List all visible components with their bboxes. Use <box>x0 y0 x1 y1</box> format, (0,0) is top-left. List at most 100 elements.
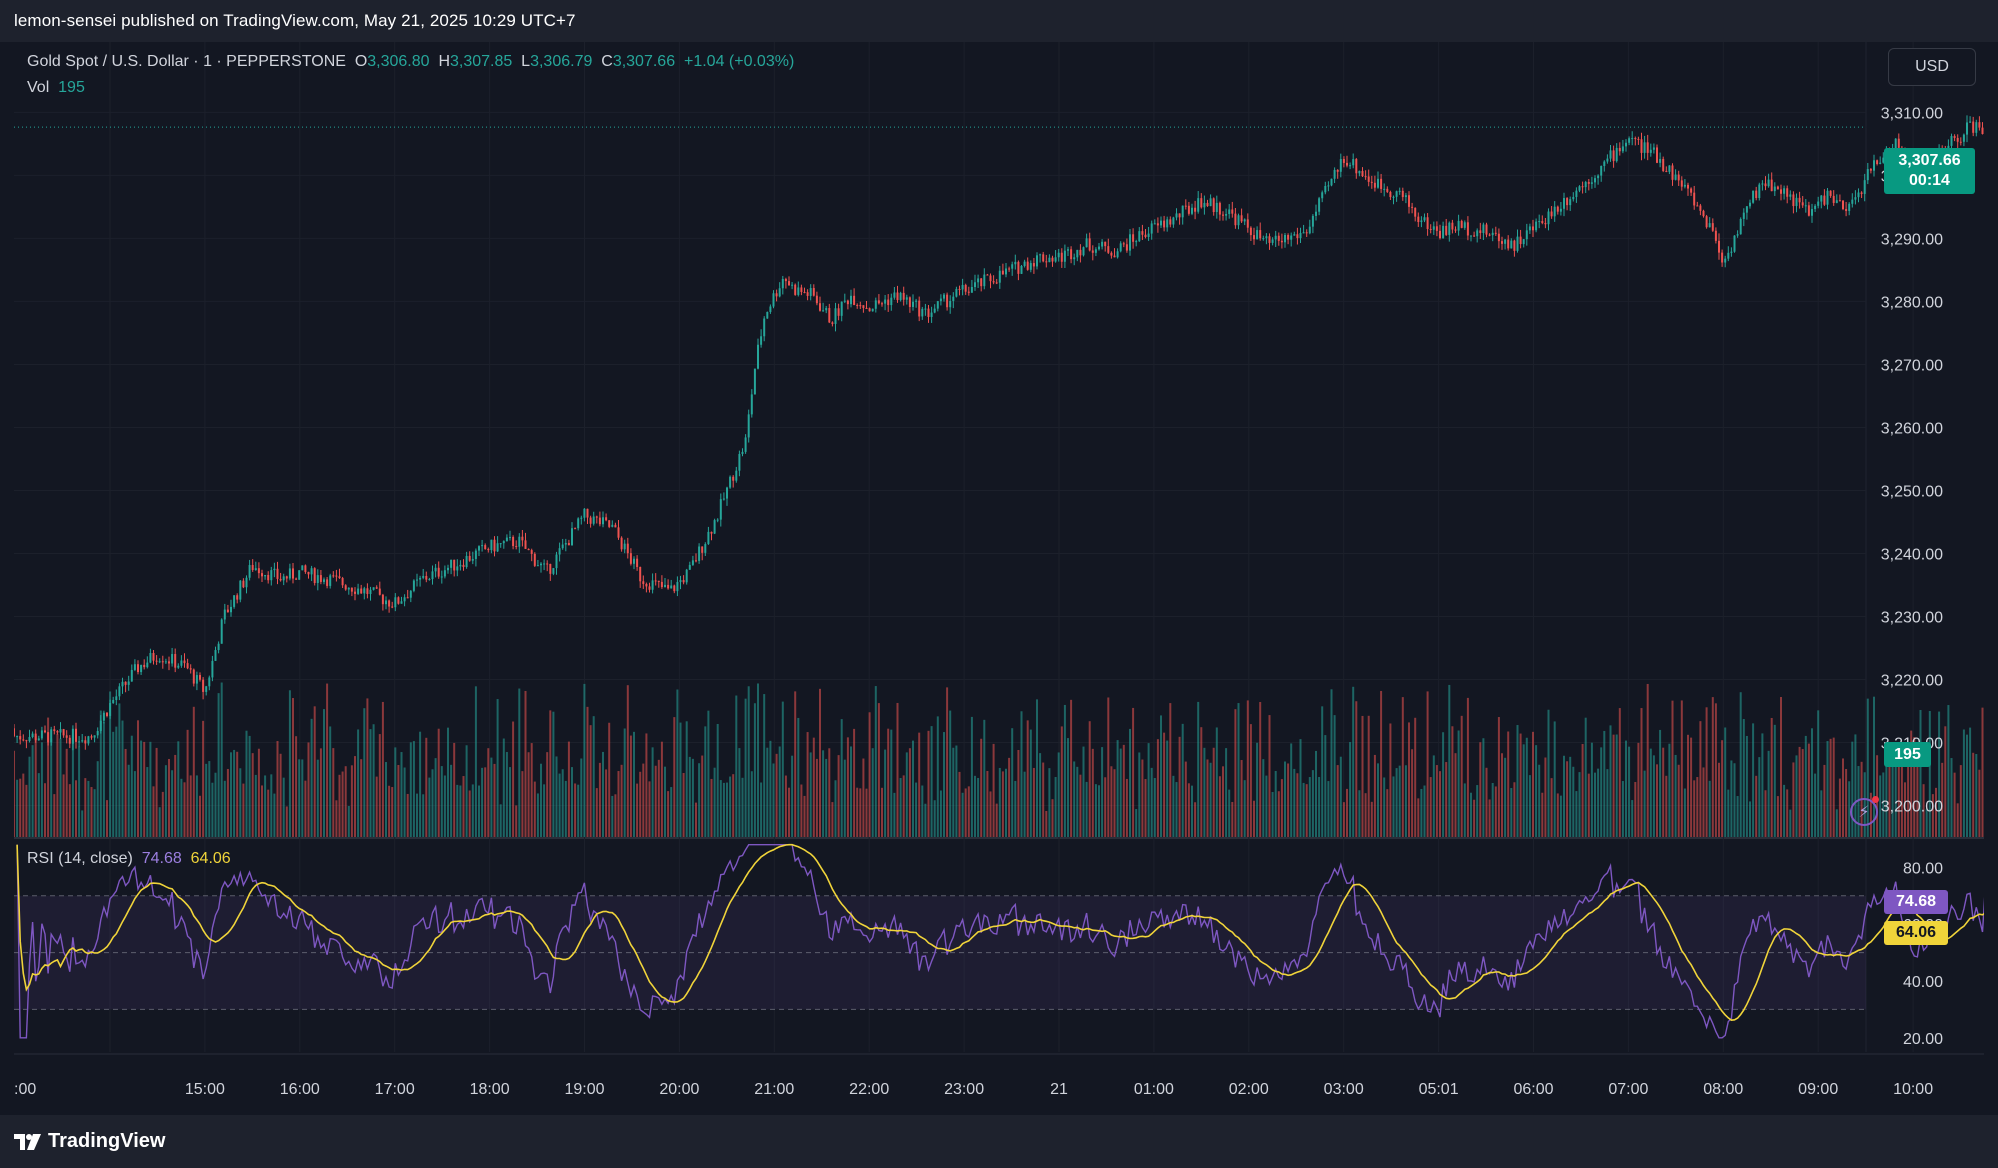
volume-bar <box>574 783 577 837</box>
candle-body <box>605 517 608 521</box>
candle-body <box>199 675 201 680</box>
volume-bar <box>1544 757 1547 837</box>
candle-body <box>1804 205 1807 207</box>
candle-body <box>419 577 422 580</box>
candle-body <box>1519 236 1522 245</box>
volume-bar <box>53 794 56 837</box>
volume-bar <box>704 726 707 837</box>
volume-bar <box>549 710 552 837</box>
volume-bar <box>208 761 211 837</box>
volume-bar <box>1572 766 1575 837</box>
volume-bar <box>583 683 586 837</box>
candle-body <box>1798 197 1801 203</box>
candle-body <box>977 278 980 283</box>
candle-body <box>667 584 670 589</box>
volume-bar <box>168 758 170 837</box>
candle-body <box>40 730 43 739</box>
candle-body <box>1857 192 1860 198</box>
candle-body <box>434 567 437 572</box>
candle-body <box>1141 231 1144 235</box>
volume-bar <box>620 764 623 837</box>
candle-body <box>276 568 279 579</box>
candle-body <box>71 728 74 744</box>
time-tick-label: 06:00 <box>1513 1081 1553 1098</box>
candle-body <box>896 292 899 301</box>
candle-body <box>388 600 391 607</box>
volume-bar <box>1708 780 1711 837</box>
volume-bar <box>1150 767 1153 837</box>
candle-body <box>1135 241 1138 243</box>
candle-body <box>1005 268 1007 275</box>
volume-bar <box>1522 744 1525 837</box>
candle-body <box>1246 219 1249 228</box>
volume-bar <box>521 771 524 837</box>
volume-bar <box>1042 762 1045 837</box>
volume-bar <box>1900 759 1903 837</box>
volume-bar <box>1020 711 1023 837</box>
candle-body <box>1259 230 1262 239</box>
volume-bar <box>1516 725 1519 837</box>
volume-bar <box>1153 777 1156 837</box>
volume-bar <box>440 766 443 837</box>
volume-bar <box>71 735 74 837</box>
volume-bar <box>1525 737 1528 837</box>
volume-bar <box>1761 733 1764 837</box>
rsi-legend: RSI (14, close) 74.68 64.06 <box>27 850 231 868</box>
volume-bar <box>78 746 81 837</box>
tradingview-logo[interactable]: TradingView <box>14 1130 165 1153</box>
volume-bar <box>648 781 651 837</box>
candle-body <box>1479 230 1482 234</box>
chart-canvas[interactable]: 3,310.003,300.003,290.003,280.003,270.00… <box>14 42 1984 1115</box>
candle-body <box>1671 165 1674 180</box>
candle-body <box>701 546 704 553</box>
candle-body <box>251 565 254 570</box>
candle-body <box>1897 138 1900 148</box>
candle-body <box>1036 255 1038 267</box>
volume-bar <box>1631 800 1634 837</box>
price-tick-label: 3,310.00 <box>1881 105 1943 122</box>
rsi-label[interactable]: RSI (14, close) <box>27 850 133 867</box>
volume-bar <box>419 731 422 837</box>
volume-label[interactable]: Vol <box>27 79 50 96</box>
volume-bar <box>406 793 409 837</box>
candle-body <box>1342 159 1345 163</box>
candle-body <box>226 609 229 613</box>
volume-bar <box>1696 777 1699 837</box>
volume-bar <box>1758 757 1761 837</box>
volume-bar <box>1928 711 1931 837</box>
candle-body <box>1091 250 1094 253</box>
candle-body <box>112 700 115 704</box>
candle-body <box>1352 159 1355 166</box>
volume-bar <box>1882 772 1885 837</box>
volume-bar <box>288 690 291 837</box>
volume-bar <box>1147 743 1150 837</box>
candle-body <box>431 571 434 580</box>
candle-body <box>239 580 242 600</box>
candle-body <box>214 650 217 661</box>
volume-bar <box>25 784 28 837</box>
volume-bar <box>1975 753 1978 837</box>
candle-body <box>757 344 759 369</box>
volume-bar <box>1910 730 1913 837</box>
candle-body <box>310 568 313 575</box>
candle-body <box>474 550 477 559</box>
volume-bar <box>1705 707 1708 837</box>
chart-area[interactable]: 3,310.003,300.003,290.003,280.003,270.00… <box>14 42 1984 1115</box>
candle-body <box>1203 202 1206 208</box>
volume-bar <box>673 717 676 837</box>
currency-button[interactable]: USD <box>1888 48 1976 86</box>
volume-bar <box>974 775 976 837</box>
candle-body <box>1349 165 1352 167</box>
volume-bar <box>1373 754 1376 837</box>
symbol-label[interactable]: Gold Spot / U.S. Dollar · 1 · PEPPERSTON… <box>27 53 346 70</box>
candle-body <box>1770 179 1773 192</box>
volume-bar <box>1423 785 1426 837</box>
candle-body <box>992 281 995 283</box>
volume-bar <box>1569 756 1572 837</box>
volume-bar <box>1225 748 1228 837</box>
volume-bar <box>998 767 1001 837</box>
lightning-icon[interactable]: ⚡ <box>1850 798 1878 826</box>
volume-bar <box>800 784 803 837</box>
candle-body <box>1953 136 1956 138</box>
candle-body <box>453 559 456 571</box>
